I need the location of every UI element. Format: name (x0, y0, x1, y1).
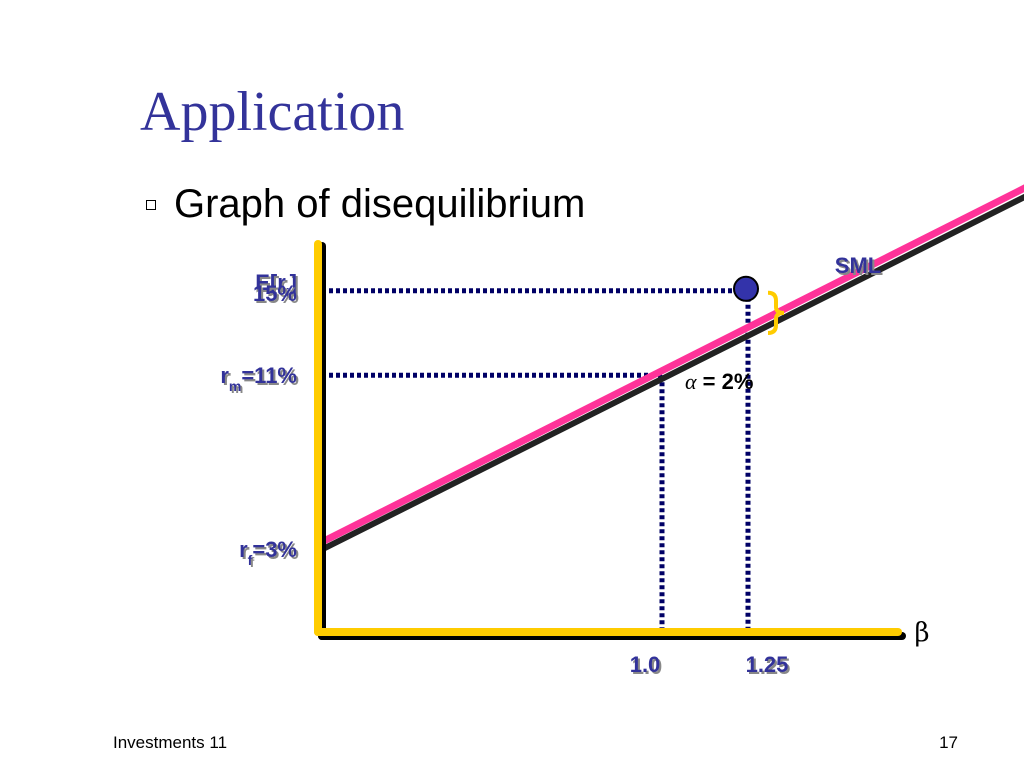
y-tick-main: 15% (253, 281, 297, 306)
y-axis-title-sub: i (286, 285, 290, 301)
bullet-text: Graph of disequilibrium (174, 182, 586, 226)
x-tick-label: 1.25 (746, 652, 789, 677)
alpha-label: α = 2% (685, 369, 753, 394)
alpha-symbol: α (685, 369, 697, 394)
y-tick-main: r (220, 363, 229, 388)
footer-course: Investments 11 (113, 733, 228, 752)
square-bullet-icon (146, 199, 156, 210)
alpha-brace (767, 290, 785, 335)
y-tick-label: rm=11% (220, 363, 297, 394)
y-axis-title-close: ] (290, 270, 297, 295)
y-tick-sub: f (248, 552, 253, 568)
sml-line-shadow (319, 193, 1024, 553)
y-tick-label: 15% (253, 281, 297, 306)
guide-lines (322, 288, 751, 632)
page-number: 17 (939, 733, 958, 752)
x-tick-label: 1.0 (630, 652, 661, 677)
slide-title: Application (140, 81, 405, 143)
y-axis-title-main: E[r (255, 270, 286, 295)
sml-label: SML (835, 253, 881, 278)
y-tick-sub: m (229, 378, 241, 394)
y-tick-main: r (239, 537, 248, 562)
y-axis-title: E[ri] (255, 270, 297, 301)
sml-line (316, 184, 1024, 548)
y-tick-label: rf=3% (239, 537, 297, 568)
bullet-item: Graph of disequilibrium (146, 182, 585, 227)
y-tick-rest: =3% (252, 537, 297, 562)
asset-point (733, 275, 759, 302)
x-axis-title: β (914, 618, 929, 648)
alpha-value: = 2% (697, 369, 754, 394)
y-tick-rest: =11% (241, 363, 297, 388)
